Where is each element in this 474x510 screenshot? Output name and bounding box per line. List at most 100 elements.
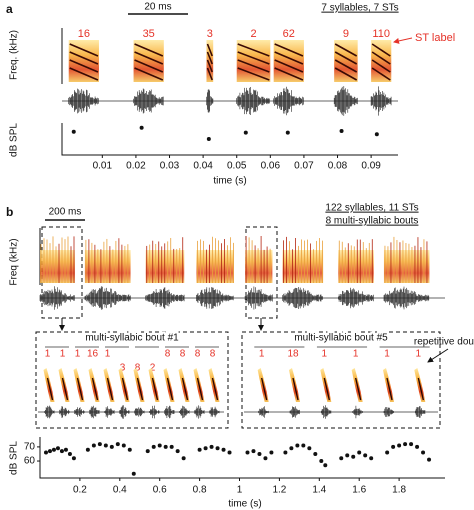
st-label: 1 [105,349,111,360]
harmonic [61,377,69,401]
syllable [206,40,214,82]
harmonic [181,377,189,401]
harmonic [134,43,164,57]
x-tick-label: 1.8 [392,485,406,496]
point [295,443,300,448]
summary: 8 multi-syllabic bouts [326,216,419,227]
point [121,443,126,448]
st-label: 1 [416,349,422,360]
harmonic [206,59,213,73]
harmonic [46,377,54,401]
st-label: 16 [78,28,90,40]
st-label: 8 [165,349,171,360]
point [307,446,312,451]
axis [61,123,398,156]
harmonic [134,59,164,73]
y-tick-label: 60 [24,456,36,467]
x-tick-label: 0.09 [361,161,381,172]
annotation: ST label [415,32,455,44]
annotation: repetitive doublet [414,337,474,348]
harmonic [371,43,391,57]
point [339,129,344,133]
point [285,130,290,135]
harmonic [166,377,174,401]
harmonic [371,59,391,73]
zoom-box [35,331,229,429]
x-axis-title: time (s) [213,176,246,187]
st-label: 35 [143,28,155,40]
point [427,457,432,462]
harmonic [237,59,270,73]
point [243,130,248,135]
point [403,442,408,447]
st-label: 110 [372,28,390,40]
point [227,450,232,455]
harmonic [134,51,164,65]
harmonic [136,377,144,401]
st-label: 1 [384,349,390,360]
point [206,137,211,141]
point [85,447,90,452]
point [363,453,368,458]
st-label: 3 [207,28,213,40]
waveform [68,86,392,116]
point [283,450,288,455]
point [351,454,356,459]
harmonic [274,43,304,57]
harmonic [91,377,99,401]
point [319,459,324,464]
bout [245,250,273,283]
point [63,447,68,452]
point [409,442,414,447]
x-tick-label: 1.2 [272,485,286,496]
harmonic [274,67,304,81]
point [47,449,52,454]
point [345,453,350,458]
st-label: 16 [87,349,99,360]
point [43,450,48,455]
waveform [258,405,426,419]
harmonic [206,51,213,65]
point [245,450,250,455]
st-label: 8 [210,349,216,360]
point [197,447,202,452]
annotation-arrow [393,37,413,44]
harmonic [134,67,164,81]
x-tick-label: 0.01 [93,161,113,172]
point [369,456,374,461]
harmonic [292,377,299,401]
st-label: 2 [150,363,156,374]
annotation-arrow [427,348,449,363]
y-axis-title: Freq (kHz) [9,238,20,285]
point [269,450,274,455]
scale-bar-label: 20 ms [144,2,171,13]
point [421,450,426,455]
y-tick-label: 70 [24,442,36,453]
harmonic [371,51,391,65]
bout [338,250,374,283]
point [397,443,402,448]
st-label: 62 [283,28,295,40]
axis [39,437,445,479]
y-axis-title: Freq. (kHz) [9,30,20,80]
point [97,442,102,447]
harmonic [323,377,331,401]
x-tick-label: 1.4 [312,485,326,496]
bout [40,250,75,283]
harmonic [417,377,425,401]
st-label: 1 [45,349,51,360]
x-tick-label: 0.4 [113,485,127,496]
point [131,471,136,476]
harmonic [334,59,358,73]
x-axis-title: time (s) [228,499,261,510]
panel-letter: a [6,2,13,16]
point [115,442,120,447]
x-tick-label: 0.05 [227,161,247,172]
harmonic [237,43,270,57]
harmonic [211,377,219,401]
point [51,447,56,452]
harmonic [371,67,391,81]
x-tick-label: 0.07 [294,161,314,172]
point [323,463,328,468]
